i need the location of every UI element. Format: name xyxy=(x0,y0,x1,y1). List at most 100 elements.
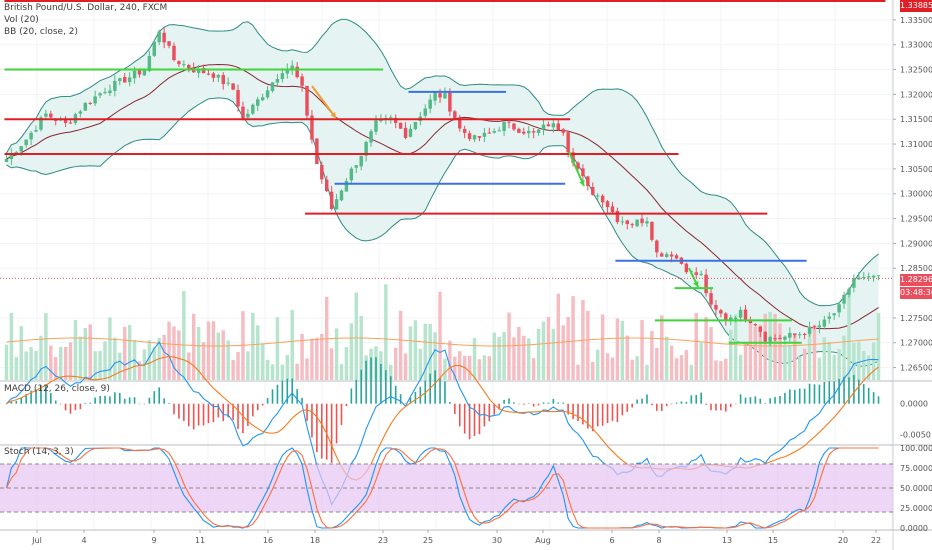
candle[interactable] xyxy=(398,122,403,129)
candle[interactable] xyxy=(236,84,240,112)
candle[interactable] xyxy=(536,128,541,136)
candle[interactable] xyxy=(842,291,846,309)
candle[interactable] xyxy=(433,90,437,106)
candle[interactable] xyxy=(684,262,689,275)
candle[interactable] xyxy=(167,41,171,49)
candle[interactable] xyxy=(797,332,802,339)
candle[interactable] xyxy=(334,193,339,210)
candle[interactable] xyxy=(709,288,713,309)
candle[interactable] xyxy=(660,251,664,257)
candle[interactable] xyxy=(320,161,324,184)
volume-indicator-label[interactable]: Vol (20) xyxy=(4,15,39,25)
candle[interactable] xyxy=(507,120,511,129)
candle[interactable] xyxy=(876,275,881,281)
candle[interactable] xyxy=(280,68,285,83)
candle[interactable] xyxy=(551,118,556,133)
candle[interactable] xyxy=(763,331,767,343)
candle[interactable] xyxy=(645,217,649,228)
candle[interactable] xyxy=(122,72,127,83)
candle[interactable] xyxy=(256,96,260,112)
candle[interactable] xyxy=(847,287,851,298)
candle[interactable] xyxy=(49,110,53,120)
candle[interactable] xyxy=(827,312,831,324)
candle[interactable] xyxy=(113,75,117,97)
candle[interactable] xyxy=(231,83,235,91)
candle[interactable] xyxy=(359,155,363,171)
trend-arrow-orange[interactable] xyxy=(311,85,337,119)
candle[interactable] xyxy=(714,300,718,316)
candle[interactable] xyxy=(694,267,698,278)
candle[interactable] xyxy=(241,101,245,121)
candle[interactable] xyxy=(265,85,270,100)
candle[interactable] xyxy=(852,274,856,293)
macd-indicator-label[interactable]: MACD (12, 26, close, 9) xyxy=(4,384,110,394)
candle[interactable] xyxy=(822,315,827,330)
candle[interactable] xyxy=(251,103,255,115)
candle[interactable] xyxy=(837,301,841,318)
candle[interactable] xyxy=(118,77,122,86)
candle[interactable] xyxy=(9,148,14,165)
candle[interactable] xyxy=(497,126,501,132)
candle[interactable] xyxy=(586,175,590,191)
time-axis[interactable]: Jul 4 9 11 16 18 23 25 30 Aug 6 8 13 15 20 22 xyxy=(31,530,881,545)
candle[interactable] xyxy=(300,73,304,92)
candle[interactable] xyxy=(196,64,201,78)
candle[interactable] xyxy=(260,93,265,102)
candle[interactable] xyxy=(364,140,368,162)
candle[interactable] xyxy=(285,63,290,79)
candle[interactable] xyxy=(812,325,817,330)
candle[interactable] xyxy=(531,127,536,139)
candle[interactable] xyxy=(768,335,772,347)
candle[interactable] xyxy=(625,219,629,230)
candle[interactable] xyxy=(393,114,398,129)
candle[interactable] xyxy=(315,138,319,164)
candle[interactable] xyxy=(162,27,166,49)
candle[interactable] xyxy=(354,165,359,174)
candle[interactable] xyxy=(605,200,610,213)
candle[interactable] xyxy=(635,219,639,228)
candle[interactable] xyxy=(630,222,634,229)
candle[interactable] xyxy=(324,175,329,193)
candle[interactable] xyxy=(29,131,33,146)
candle[interactable] xyxy=(719,308,723,318)
candle[interactable] xyxy=(724,312,728,326)
stoch-indicator-label[interactable]: Stoch (14, 3, 3) xyxy=(4,447,74,457)
candle[interactable] xyxy=(546,121,551,127)
candle[interactable] xyxy=(403,122,408,140)
candle[interactable] xyxy=(44,109,48,120)
candle[interactable] xyxy=(172,42,176,62)
candle[interactable] xyxy=(487,127,492,134)
candle[interactable] xyxy=(561,127,565,136)
price-axis[interactable]: 1.33500 1.33000 1.32500 1.32000 1.31500 1.310… xyxy=(892,0,932,550)
trend-arrow-green-1[interactable] xyxy=(568,151,585,187)
candle[interactable] xyxy=(600,194,605,208)
candle[interactable] xyxy=(793,333,797,338)
candle[interactable] xyxy=(187,63,191,73)
candle[interactable] xyxy=(270,82,275,93)
candle[interactable] xyxy=(674,253,679,260)
candle[interactable] xyxy=(788,327,792,342)
candle[interactable] xyxy=(591,182,595,196)
candle[interactable] xyxy=(620,216,625,226)
candle[interactable] xyxy=(349,166,354,185)
candle[interactable] xyxy=(862,272,866,281)
candle[interactable] xyxy=(650,221,654,242)
candle[interactable] xyxy=(595,193,600,201)
candle[interactable] xyxy=(581,164,585,181)
candle[interactable] xyxy=(655,239,659,258)
bollinger-bands-label[interactable]: BB (20, close, 2) xyxy=(4,27,79,37)
candle[interactable] xyxy=(512,122,516,132)
candle[interactable] xyxy=(369,129,373,147)
candle[interactable] xyxy=(152,39,156,57)
candle[interactable] xyxy=(610,201,615,215)
candle[interactable] xyxy=(866,272,871,282)
candle[interactable] xyxy=(310,109,314,144)
candle[interactable] xyxy=(502,121,506,136)
candle[interactable] xyxy=(802,332,807,340)
candle[interactable] xyxy=(177,60,181,68)
candle[interactable] xyxy=(778,334,782,340)
candle[interactable] xyxy=(108,84,112,96)
candle[interactable] xyxy=(467,130,472,142)
candle[interactable] xyxy=(413,121,418,131)
candle[interactable] xyxy=(98,92,102,99)
